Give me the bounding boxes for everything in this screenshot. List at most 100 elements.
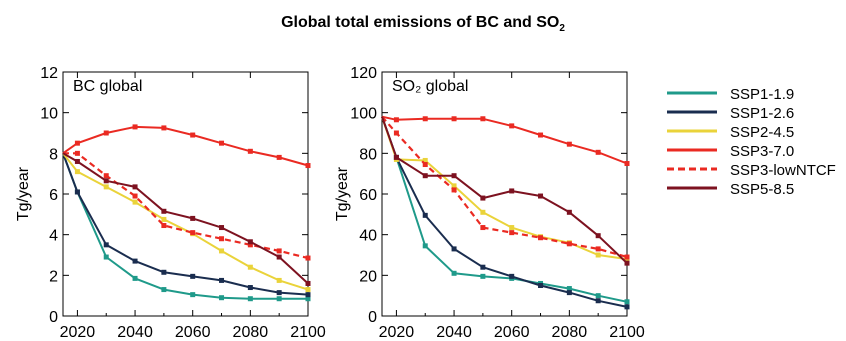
data-point — [595, 298, 601, 304]
data-point — [103, 178, 109, 184]
data-point — [161, 269, 167, 275]
y-tick-label: 2 — [49, 268, 58, 285]
plot-frame — [62, 71, 309, 317]
data-point — [566, 290, 572, 296]
data-point — [422, 243, 428, 249]
legend-label: SSP1-1.9 — [730, 86, 794, 103]
data-point — [566, 141, 572, 147]
data-point — [247, 264, 253, 270]
data-point — [509, 273, 515, 279]
data-point — [190, 273, 196, 279]
data-point — [305, 287, 311, 293]
x-tick-label: 2060 — [494, 324, 530, 341]
data-point — [190, 132, 196, 138]
data-point — [132, 275, 138, 281]
data-point — [451, 183, 457, 189]
legend-label: SSP3-lowNTCF — [730, 162, 836, 179]
x-tick-label: 2020 — [379, 324, 415, 341]
plot-frame — [381, 71, 628, 317]
x-tick-label: 2040 — [436, 324, 472, 341]
data-point — [190, 215, 196, 221]
x-tick-label: 2080 — [233, 324, 269, 341]
series-line — [381, 116, 628, 308]
series-line — [381, 115, 628, 259]
x-tick-label: 2100 — [290, 324, 326, 341]
data-point — [247, 242, 253, 248]
data-point — [509, 230, 515, 236]
data-point — [219, 140, 225, 146]
data-point — [219, 248, 225, 254]
data-point — [624, 299, 630, 305]
data-point — [480, 209, 486, 215]
data-point — [393, 130, 399, 136]
data-point — [305, 280, 311, 286]
data-point — [480, 273, 486, 279]
data-point — [624, 260, 630, 266]
y-tick-label: 0 — [49, 309, 58, 326]
data-point — [305, 255, 311, 261]
y-tick-label: 60 — [359, 187, 377, 204]
y-tick-label: 0 — [368, 309, 377, 326]
data-point — [566, 241, 572, 247]
data-point — [538, 193, 544, 199]
data-point — [393, 117, 399, 123]
y-tick-label: 20 — [359, 268, 377, 285]
figure-title: Global total emissions of BC and SO2 — [0, 14, 846, 34]
data-point — [276, 154, 282, 160]
data-point — [247, 285, 253, 291]
series-line — [381, 115, 628, 165]
data-point — [509, 225, 515, 231]
data-point — [132, 193, 138, 199]
legend: SSP1-1.9 SSP1-2.6 SSP2-4.5 SSP3-7.0 SSP3-low… — [667, 86, 836, 198]
data-point — [132, 199, 138, 205]
data-point — [538, 132, 544, 138]
data-point — [219, 225, 225, 231]
y-tick-label: 4 — [49, 228, 58, 245]
data-point — [74, 158, 80, 164]
figure-title-subscript: 2 — [559, 23, 565, 35]
data-point — [480, 116, 486, 122]
series-line — [62, 125, 309, 167]
data-point — [422, 212, 428, 218]
data-point — [480, 264, 486, 270]
data-point — [595, 246, 601, 252]
data-point — [74, 169, 80, 175]
y-axis-label: Tg/year — [334, 166, 351, 221]
series-line — [381, 116, 628, 303]
data-point — [422, 173, 428, 179]
data-point — [595, 293, 601, 299]
y-tick-label: 12 — [40, 65, 58, 82]
data-point — [132, 184, 138, 190]
data-point — [422, 116, 428, 122]
data-point — [161, 287, 167, 293]
data-point — [393, 154, 399, 160]
data-point — [566, 209, 572, 215]
series-line — [63, 152, 309, 260]
data-point — [305, 292, 311, 298]
data-point — [538, 235, 544, 241]
y-tick-label: 100 — [350, 106, 377, 123]
x-tick-label: 2060 — [175, 324, 211, 341]
data-point — [247, 239, 253, 245]
bc-global-panel: 0 2 4 6 8 10 12 2020 2040 2060 2080 2100 Tg/year BC g… — [15, 65, 326, 341]
legend-label: SSP1-2.6 — [730, 105, 794, 122]
y-tick-label: 40 — [359, 228, 377, 245]
data-point — [566, 286, 572, 292]
series-line — [381, 116, 628, 264]
data-point — [161, 223, 167, 229]
data-point — [624, 304, 630, 310]
x-tick-label: 2040 — [117, 324, 153, 341]
data-point — [509, 188, 515, 194]
data-point — [451, 246, 457, 252]
y-axis-label: Tg/year — [15, 166, 32, 221]
data-point — [103, 184, 109, 190]
data-point — [219, 295, 225, 301]
data-point — [422, 162, 428, 168]
y-tick-label: 120 — [350, 65, 377, 82]
data-point — [276, 254, 282, 260]
data-point — [276, 277, 282, 283]
x-tick-label: 2080 — [552, 324, 588, 341]
data-point — [103, 242, 109, 248]
data-point — [451, 173, 457, 179]
